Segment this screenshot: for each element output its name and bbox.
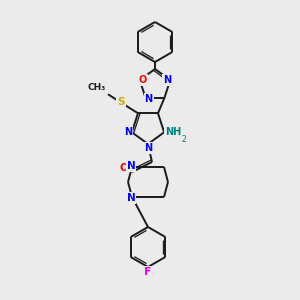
Text: N: N [124, 127, 132, 137]
Text: CH₃: CH₃ [88, 83, 106, 92]
Text: N: N [127, 193, 135, 203]
Text: N: N [145, 94, 153, 104]
Text: F: F [144, 267, 152, 277]
Text: N: N [163, 75, 171, 85]
Text: O: O [120, 163, 128, 173]
Text: NH: NH [165, 127, 181, 137]
Text: 2: 2 [181, 135, 186, 144]
Text: O: O [139, 75, 147, 85]
Text: S: S [117, 97, 125, 107]
Text: N: N [127, 161, 135, 171]
Text: N: N [144, 143, 152, 153]
